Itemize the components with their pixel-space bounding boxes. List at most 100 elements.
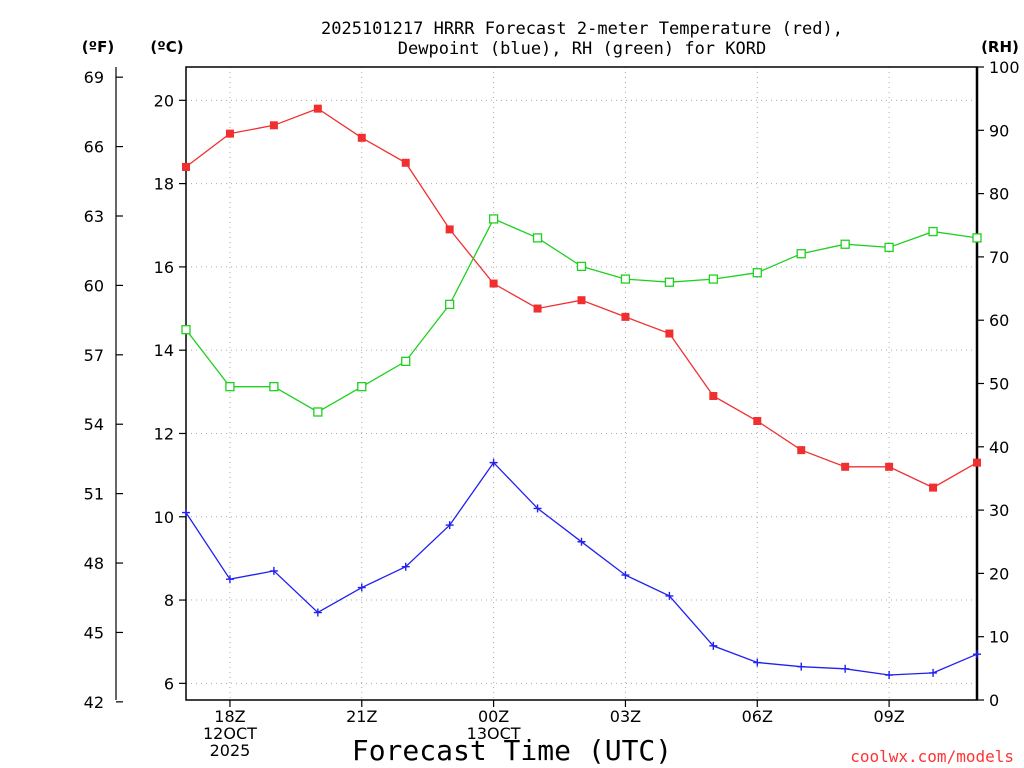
point-dewpoint bbox=[753, 658, 762, 667]
point-rh bbox=[401, 356, 411, 366]
point-temperature bbox=[665, 329, 674, 338]
rh-unit-label: (RH) bbox=[981, 38, 1019, 56]
rh-tick-label: 10 bbox=[989, 628, 1009, 647]
rh-tick-label: 70 bbox=[989, 248, 1009, 267]
point-dewpoint bbox=[445, 521, 454, 530]
point-temperature bbox=[182, 162, 190, 171]
rh-tick-label: 40 bbox=[989, 438, 1009, 457]
celsius-tick-label: 18 bbox=[154, 175, 174, 194]
rh-tick-label: 0 bbox=[989, 691, 999, 710]
chart-title-line-1: 2025101217 HRRR Forecast 2-meter Tempera… bbox=[321, 19, 843, 39]
series-dewpoint bbox=[182, 458, 981, 680]
point-rh bbox=[357, 382, 367, 392]
x-tick-label: 03Z bbox=[610, 707, 641, 726]
point-dewpoint bbox=[973, 650, 981, 659]
rh-tick-label: 100 bbox=[989, 58, 1020, 77]
fahrenheit-tick-label: 51 bbox=[84, 485, 104, 504]
fahrenheit-tick-label: 45 bbox=[84, 623, 104, 642]
point-rh bbox=[752, 268, 762, 278]
point-rh bbox=[532, 233, 543, 243]
fahrenheit-tick-label: 66 bbox=[84, 138, 104, 157]
fahrenheit-unit-label: (ºF) bbox=[82, 38, 114, 56]
fahrenheit-tick-label: 54 bbox=[84, 415, 104, 434]
celsius-tick-label: 8 bbox=[164, 591, 174, 610]
rh-tick-label: 20 bbox=[989, 564, 1009, 583]
point-rh bbox=[181, 325, 191, 335]
series-layer bbox=[181, 104, 982, 680]
point-rh bbox=[488, 214, 499, 224]
point-rh bbox=[884, 242, 894, 253]
celsius-tick-label: 10 bbox=[154, 508, 174, 527]
point-dewpoint bbox=[841, 664, 850, 673]
point-temperature bbox=[225, 129, 234, 138]
grid-lines bbox=[186, 67, 977, 700]
point-temperature bbox=[841, 462, 850, 471]
point-temperature bbox=[621, 312, 630, 321]
point-dewpoint bbox=[929, 668, 938, 677]
point-rh bbox=[269, 382, 279, 392]
point-temperature bbox=[313, 104, 322, 113]
point-dewpoint bbox=[182, 508, 190, 517]
celsius-tick-label: 12 bbox=[154, 424, 174, 443]
point-dewpoint bbox=[797, 662, 806, 671]
axes: 6 8 10 12 14 16 18 20 42 45 48 51 54 57 60 63 66 69 0 10 20 3… bbox=[84, 58, 1020, 760]
point-rh bbox=[664, 277, 675, 287]
point-temperature bbox=[973, 458, 981, 467]
point-dewpoint bbox=[401, 562, 410, 571]
point-rh bbox=[225, 382, 235, 392]
rh-tick-label: 50 bbox=[989, 375, 1009, 394]
fahrenheit-tick-label: 63 bbox=[84, 207, 104, 226]
point-rh bbox=[972, 233, 982, 243]
point-temperature bbox=[445, 225, 454, 234]
point-rh bbox=[928, 226, 938, 237]
point-temperature bbox=[489, 279, 498, 288]
point-dewpoint bbox=[269, 566, 278, 575]
point-rh bbox=[576, 261, 587, 272]
point-dewpoint bbox=[709, 641, 718, 650]
point-rh bbox=[708, 274, 718, 284]
point-temperature bbox=[357, 133, 366, 142]
x-tick-label: 21Z bbox=[346, 707, 377, 726]
point-temperature bbox=[577, 296, 586, 305]
celsius-tick-label: 6 bbox=[164, 674, 174, 693]
point-temperature bbox=[709, 391, 718, 400]
x-tick-label: 00Z bbox=[478, 707, 509, 726]
point-dewpoint bbox=[533, 504, 542, 513]
fahrenheit-tick-label: 57 bbox=[84, 346, 104, 365]
plot-frame bbox=[185, 66, 978, 701]
celsius-tick-label: 16 bbox=[154, 258, 174, 277]
celsius-unit-label: (ºC) bbox=[150, 38, 183, 56]
fahrenheit-tick-label: 48 bbox=[84, 554, 104, 573]
point-dewpoint bbox=[225, 575, 234, 584]
chart-title-line-2: Dewpoint (blue), RH (green) for KORD bbox=[398, 39, 766, 59]
point-rh bbox=[840, 239, 850, 249]
point-rh bbox=[313, 407, 323, 417]
x-tick-label: 12OCT bbox=[203, 724, 257, 743]
point-dewpoint bbox=[665, 591, 674, 600]
x-tick-label: 18Z bbox=[214, 707, 245, 726]
fahrenheit-tick-label: 60 bbox=[84, 276, 104, 295]
point-temperature bbox=[929, 483, 938, 492]
point-dewpoint bbox=[621, 571, 630, 580]
fahrenheit-tick-label: 69 bbox=[84, 68, 104, 87]
point-temperature bbox=[885, 462, 894, 471]
x-tick-label: 13OCT bbox=[467, 724, 521, 743]
point-temperature bbox=[269, 121, 278, 130]
credit-text: coolwx.com/models bbox=[850, 747, 1014, 766]
point-temperature bbox=[533, 304, 542, 313]
celsius-tick-label: 14 bbox=[154, 341, 174, 360]
point-dewpoint bbox=[489, 458, 498, 467]
series-temperature bbox=[182, 104, 981, 492]
x-tick-label: 2025 bbox=[210, 741, 251, 760]
point-rh bbox=[620, 274, 631, 284]
point-temperature bbox=[797, 446, 806, 455]
rh-tick-label: 80 bbox=[989, 185, 1009, 204]
x-tick-label: 09Z bbox=[873, 707, 904, 726]
point-rh bbox=[445, 299, 455, 310]
rh-tick-label: 30 bbox=[989, 501, 1009, 520]
point-temperature bbox=[753, 416, 762, 425]
series-rh bbox=[181, 214, 982, 417]
point-dewpoint bbox=[357, 583, 366, 592]
point-dewpoint bbox=[885, 671, 894, 680]
